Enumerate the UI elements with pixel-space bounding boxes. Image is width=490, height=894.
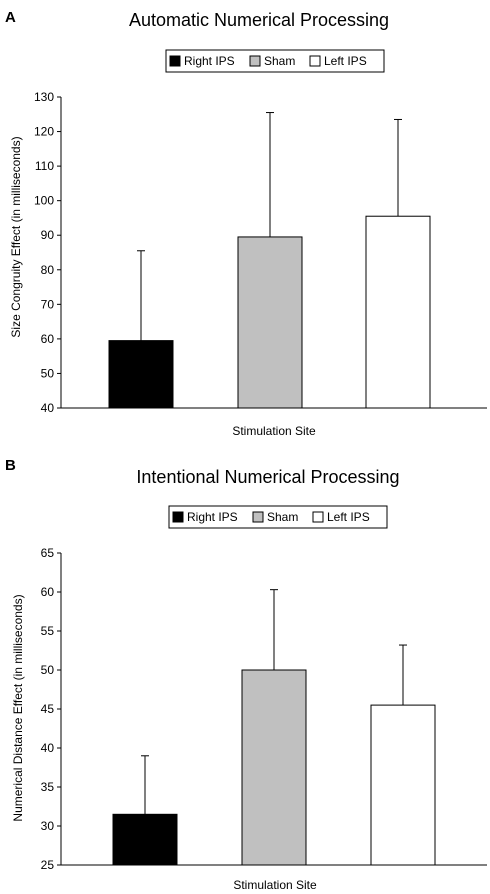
- legend-label: Left IPS: [324, 54, 367, 68]
- chart-panel-a: A Automatic Numerical Processing Right I…: [5, 9, 487, 438]
- y-tick-label: 120: [34, 125, 54, 139]
- bar: [241, 669, 307, 866]
- y-tick-label: 50: [41, 366, 55, 380]
- y-tick-label: 25: [41, 858, 55, 872]
- bar: [365, 215, 431, 409]
- legend-label: Sham: [267, 510, 298, 524]
- plot-area: 40 50 60 70 80 90 100 110 120 130: [34, 90, 487, 415]
- chart-panel-b: B Intentional Numerical Processing Right…: [5, 457, 487, 892]
- legend-swatch: [169, 55, 181, 67]
- legend-swatch: [309, 55, 321, 67]
- plot-area: 25 30 35 40 45 50 55 60 65: [41, 546, 487, 872]
- y-tick-label: 45: [41, 702, 55, 716]
- legend: Right IPS Sham Left IPS: [165, 49, 385, 73]
- bar: [370, 704, 436, 866]
- legend-label: Right IPS: [184, 54, 235, 68]
- y-tick-label: 65: [41, 546, 55, 560]
- legend-swatch: [312, 511, 324, 523]
- y-tick-label: 55: [41, 624, 55, 638]
- y-tick-label: 100: [34, 194, 54, 208]
- bar: [108, 340, 174, 409]
- panel-letter: A: [5, 9, 16, 26]
- legend: Right IPS Sham Left IPS: [168, 505, 388, 529]
- y-axis-label: Size Congruity Effect (in milliseconds): [9, 136, 23, 337]
- y-tick-label: 40: [41, 741, 55, 755]
- bar: [237, 236, 303, 409]
- legend-label: Right IPS: [187, 510, 238, 524]
- y-tick-label: 35: [41, 780, 55, 794]
- y-tick-label: 60: [41, 332, 55, 346]
- y-tick-label: 30: [41, 819, 55, 833]
- legend-label: Sham: [264, 54, 295, 68]
- y-tick-label: 110: [35, 159, 54, 173]
- y-axis-label: Numerical Distance Effect (in millisecon…: [11, 594, 25, 821]
- legend-swatch: [249, 55, 261, 67]
- y-tick-label: 90: [41, 228, 55, 242]
- legend-swatch: [172, 511, 184, 523]
- y-tick-label: 70: [41, 297, 55, 311]
- y-tick-label: 130: [34, 90, 54, 104]
- chart-title: Automatic Numerical Processing: [129, 10, 389, 30]
- legend-box: [165, 49, 385, 73]
- x-axis-label: Stimulation Site: [233, 878, 317, 892]
- y-tick-label: 60: [41, 585, 55, 599]
- y-tick-label: 50: [41, 663, 55, 677]
- legend-swatch: [252, 511, 264, 523]
- y-tick-label: 40: [41, 401, 55, 415]
- bar: [112, 813, 178, 866]
- panel-letter: B: [5, 457, 16, 474]
- legend-label: Left IPS: [327, 510, 370, 524]
- legend-box: [168, 505, 388, 529]
- chart-title: Intentional Numerical Processing: [136, 467, 399, 487]
- y-tick-label: 80: [41, 263, 55, 277]
- x-axis-label: Stimulation Site: [232, 424, 316, 438]
